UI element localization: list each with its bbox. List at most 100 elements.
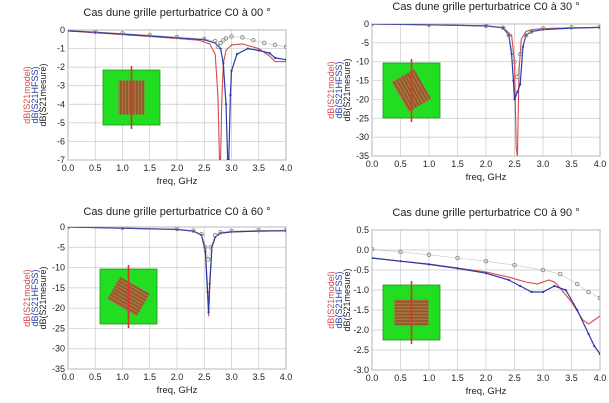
data-point-hfss bbox=[274, 56, 277, 59]
x-tick-label: 0.0 bbox=[62, 372, 75, 382]
grille-stripe bbox=[116, 282, 147, 302]
data-point-hfss bbox=[427, 263, 431, 266]
grille-stripe bbox=[139, 80, 141, 115]
grid-inset-image bbox=[99, 265, 158, 328]
data-point-hfss bbox=[235, 53, 239, 56]
grille-stripe bbox=[132, 80, 135, 115]
inset-grille bbox=[391, 69, 432, 112]
y-tick-label: -15 bbox=[52, 283, 65, 293]
data-point-mesure bbox=[515, 74, 520, 80]
x-tick-label: 2.5 bbox=[198, 163, 211, 173]
grid-inset-image bbox=[102, 66, 161, 129]
data-point-hfss bbox=[519, 284, 522, 288]
y-axis-label: dB(S21model) bbox=[326, 271, 336, 329]
data-point-mesure bbox=[223, 36, 229, 41]
data-point-mesure bbox=[120, 31, 125, 36]
y-tick-label: -1 bbox=[57, 44, 65, 54]
data-point-mesure bbox=[506, 33, 512, 38]
data-point-mesure bbox=[569, 25, 574, 30]
chart-title: Cas dune grille perturbatrice C0 à 00 ° bbox=[83, 7, 270, 19]
y-tick-label: -5 bbox=[57, 242, 65, 252]
data-point-hfss bbox=[513, 98, 516, 101]
y-axis-label: dB(S21mesure) bbox=[342, 268, 352, 331]
x-tick-label: 1.5 bbox=[451, 159, 464, 169]
y-tick-label: -5 bbox=[361, 38, 369, 48]
data-point-hfss bbox=[576, 308, 579, 312]
x-tick-label: 2.5 bbox=[198, 372, 211, 382]
y-axis-label: dB(S21HFSS) bbox=[30, 269, 40, 326]
data-point-mesure bbox=[483, 24, 489, 29]
data-point-mesure bbox=[208, 245, 214, 250]
data-point-mesure bbox=[512, 262, 517, 268]
data-point-mesure bbox=[212, 38, 218, 44]
x-tick-label: 2.0 bbox=[171, 372, 184, 382]
data-point-hfss bbox=[229, 93, 232, 97]
data-point-mesure bbox=[557, 271, 563, 277]
x-tick-label: 3.5 bbox=[252, 163, 265, 173]
series-line-mesure bbox=[372, 24, 600, 77]
y-tick-label: -3.0 bbox=[353, 365, 369, 375]
data-point-hfss bbox=[587, 332, 590, 336]
grille-stripe bbox=[395, 79, 415, 110]
y-tick-label: -15 bbox=[356, 76, 369, 86]
grid-inset-image bbox=[382, 59, 441, 122]
grille-stripe bbox=[111, 291, 142, 310]
grid-inset-image bbox=[382, 281, 441, 344]
data-point-mesure bbox=[174, 227, 180, 232]
grille-stripe bbox=[412, 69, 431, 100]
grille-stripe bbox=[126, 80, 128, 115]
x-tick-label: 2.0 bbox=[480, 373, 493, 383]
x-tick-label: 0.5 bbox=[89, 372, 102, 382]
grille-stripe bbox=[404, 74, 423, 105]
data-point-mesure bbox=[229, 34, 234, 39]
data-point-mesure bbox=[93, 30, 98, 35]
data-point-mesure bbox=[147, 32, 152, 38]
x-tick-label: 2.0 bbox=[171, 163, 184, 173]
grille-stripe bbox=[401, 75, 420, 107]
data-point-mesure bbox=[540, 267, 546, 273]
data-point-mesure bbox=[229, 228, 234, 234]
data-point-hfss bbox=[593, 344, 596, 348]
data-point-mesure bbox=[455, 255, 460, 261]
data-point-mesure bbox=[201, 36, 207, 42]
y-tick-label: -10 bbox=[52, 263, 65, 273]
data-point-mesure bbox=[426, 252, 432, 258]
data-point-hfss bbox=[564, 288, 567, 292]
chart-panel-3: Cas dune grille perturbatrice C0 à 60 ° 0… bbox=[22, 206, 292, 396]
series-group bbox=[68, 30, 286, 160]
x-tick-label: 1.0 bbox=[423, 373, 436, 383]
data-point-hfss bbox=[206, 290, 209, 294]
x-tick-label: 3.0 bbox=[537, 373, 550, 383]
grille-stripe bbox=[119, 277, 150, 296]
data-point-mesure bbox=[256, 227, 262, 233]
data-point-mesure bbox=[398, 249, 403, 255]
y-tick-label: 0 bbox=[60, 222, 65, 232]
x-axis-label: freq, GHz bbox=[157, 176, 198, 187]
data-point-mesure bbox=[597, 24, 600, 30]
y-tick-label: 0 bbox=[60, 25, 65, 35]
grille-stripe bbox=[123, 80, 125, 115]
y-tick-label: -6 bbox=[57, 136, 65, 146]
x-tick-label: 3.0 bbox=[225, 372, 238, 382]
y-tick-label: -25 bbox=[356, 113, 369, 123]
data-point-mesure bbox=[212, 232, 218, 238]
y-tick-label: -7 bbox=[57, 155, 65, 165]
data-point-mesure bbox=[120, 227, 125, 231]
series-group bbox=[372, 24, 600, 156]
data-point-mesure bbox=[372, 24, 375, 27]
y-tick-label: -30 bbox=[52, 344, 65, 354]
grille-stripe bbox=[398, 77, 417, 108]
x-tick-label: 3.0 bbox=[225, 163, 238, 173]
x-axis-label: freq, GHz bbox=[466, 172, 507, 183]
data-point-mesure bbox=[483, 258, 489, 264]
grille-stripe bbox=[136, 80, 138, 115]
data-point-mesure bbox=[512, 59, 517, 64]
x-tick-label: 1.0 bbox=[116, 372, 129, 382]
x-tick-label: 3.5 bbox=[565, 373, 578, 383]
x-tick-label: 1.0 bbox=[116, 163, 129, 173]
y-axis-label: dB(S21mesure) bbox=[342, 58, 352, 121]
series-line-mesure bbox=[68, 227, 286, 260]
x-tick-label: 0.5 bbox=[89, 163, 102, 173]
data-point-mesure bbox=[251, 37, 256, 43]
